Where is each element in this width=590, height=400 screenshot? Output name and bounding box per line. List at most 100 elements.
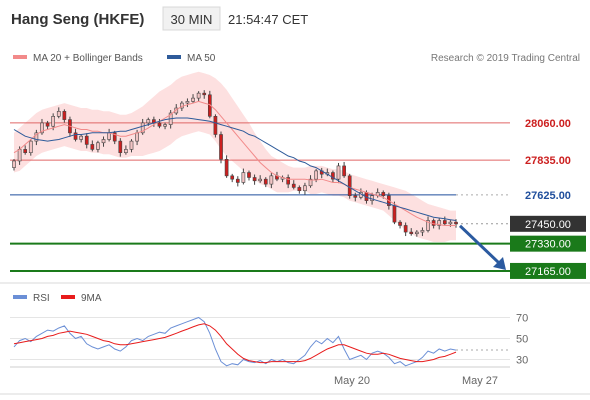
- last-price-label-box: [510, 215, 586, 232]
- candle-body: [303, 185, 307, 192]
- candle-body: [101, 139, 106, 144]
- candle-body: [79, 135, 83, 140]
- candle-body: [12, 160, 16, 168]
- candle-body: [448, 221, 453, 225]
- candle-body: [135, 132, 139, 142]
- candle-body: [84, 135, 89, 145]
- candle-body: [347, 175, 352, 196]
- forecast-arrow-head: [493, 256, 506, 270]
- candle-body: [420, 230, 425, 233]
- candle-body: [73, 132, 78, 140]
- support-label-box: [510, 262, 586, 279]
- rsi-ma-line: [13, 323, 457, 364]
- candle-body: [191, 97, 195, 102]
- candle-body: [235, 178, 240, 183]
- candle-body: [146, 119, 151, 124]
- candle-body: [112, 132, 117, 142]
- candle-body: [297, 187, 302, 192]
- forecast-arrow-shaft: [458, 224, 502, 266]
- candle-body: [28, 140, 33, 153]
- timestamp: 21:54:47 CET: [228, 12, 308, 27]
- candle-body: [247, 172, 251, 178]
- x-axis: May 20 May 27: [334, 375, 498, 387]
- candle-body: [252, 177, 257, 182]
- candle-body: [45, 122, 50, 127]
- candle-body: [454, 221, 458, 225]
- ma50-legend-swatch: [167, 55, 181, 59]
- candle-body: [157, 122, 162, 127]
- rsi-tick-label: 30: [516, 355, 528, 367]
- rsi-plot: 70 50 30: [10, 313, 528, 367]
- chart-title: Hang Seng (HKFE): [11, 11, 144, 28]
- ma9-legend-swatch: [61, 295, 75, 299]
- candle-body: [269, 175, 274, 185]
- candle-body: [392, 205, 397, 223]
- candle-body: [213, 116, 218, 135]
- candle-body: [107, 132, 111, 140]
- ma50-line: [13, 117, 457, 221]
- level-label: 27625.00: [525, 190, 571, 202]
- candle-body: [62, 111, 67, 120]
- candle-body: [56, 111, 61, 117]
- candle-body: [286, 177, 290, 185]
- candle-body: [185, 101, 190, 104]
- bollinger-band: [14, 71, 456, 242]
- candle-body: [342, 165, 346, 177]
- rsi-legend-swatch: [13, 295, 27, 299]
- candle-body: [314, 170, 318, 180]
- candle-body: [403, 225, 408, 233]
- candle-body: [124, 149, 128, 153]
- candle-body: [224, 159, 229, 177]
- candle-body: [202, 92, 207, 96]
- level-label: 27835.00: [525, 155, 571, 167]
- level-label: 28060.00: [525, 118, 571, 130]
- candle-body: [17, 149, 22, 162]
- candle-body: [140, 122, 145, 134]
- rsi-tick-label: 50: [516, 334, 528, 346]
- candle-body: [219, 134, 223, 160]
- candle-body: [196, 92, 201, 99]
- ma50-legend-label: MA 50: [187, 53, 216, 64]
- ma9-legend-label: 9MA: [81, 293, 102, 304]
- ma20-line: [13, 100, 456, 226]
- candle-body: [96, 142, 100, 150]
- candle-body: [90, 144, 95, 150]
- candle-body: [241, 172, 246, 183]
- candle-body: [129, 140, 134, 150]
- x-tick-label: May 20: [334, 375, 370, 387]
- x-tick-label: May 27: [462, 375, 498, 387]
- candle-body: [381, 192, 386, 196]
- rsi-tick-label: 70: [516, 313, 528, 325]
- candle-body: [51, 116, 56, 127]
- support-label-box: [510, 235, 586, 252]
- candle-body: [336, 165, 341, 180]
- candle-body: [398, 221, 402, 226]
- candle-body: [263, 178, 268, 185]
- candle-body: [34, 132, 39, 142]
- candle-body: [40, 122, 44, 134]
- candle-body: [308, 178, 313, 187]
- candle-body: [291, 183, 296, 188]
- candle-body: [414, 231, 419, 235]
- candle-body: [442, 220, 447, 225]
- last-price-label: 27450.00: [525, 219, 571, 231]
- candle-body: [437, 220, 442, 226]
- credit-label: Research © 2019 Trading Central: [431, 53, 580, 64]
- timeframe-badge: [162, 6, 221, 31]
- candle-body: [118, 140, 123, 153]
- ma20-legend-swatch: [13, 55, 27, 59]
- price-plot: 28060.00 27835.00 27625.00 27450.00 27330.00…: [10, 71, 586, 279]
- candle-body: [353, 195, 358, 198]
- support-label: 27165.00: [525, 266, 571, 278]
- candle-body: [258, 178, 263, 182]
- rsi-line: [13, 316, 457, 367]
- rsi-legend-label: RSI: [33, 293, 50, 304]
- ma20-legend-label: MA 20 + Bollinger Bands: [33, 53, 143, 64]
- candle-body: [230, 175, 235, 180]
- candle-body: [23, 149, 28, 153]
- support-label: 27330.00: [525, 239, 571, 251]
- candle-body: [409, 231, 414, 235]
- timeframe-label: 30 MIN: [171, 12, 213, 27]
